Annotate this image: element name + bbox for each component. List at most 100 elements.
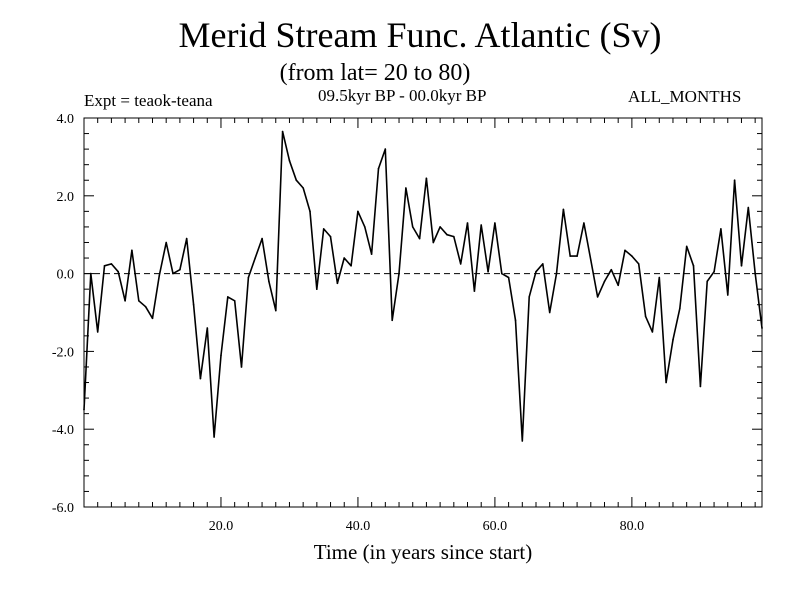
data-point [165, 241, 167, 244]
data-point [117, 270, 119, 273]
data-point [281, 130, 284, 133]
chart-title: Merid Stream Func. Atlantic (Sv) [178, 15, 662, 55]
y-tick-label: -2.0 [52, 345, 74, 360]
data-point [110, 263, 113, 265]
data-point [83, 409, 85, 411]
data-point [398, 272, 400, 275]
period-label: 09.5kyr BP - 00.0kyr BP [318, 86, 487, 105]
data-point [480, 224, 483, 226]
data-point [672, 338, 674, 341]
data-point [405, 187, 407, 189]
data-point [179, 268, 181, 271]
data-point [733, 179, 736, 181]
x-tick-label: 80.0 [620, 519, 645, 534]
data-point [199, 377, 202, 380]
data-point [370, 253, 373, 255]
data-point [569, 255, 571, 257]
data-point [233, 300, 236, 302]
data-point [761, 327, 763, 329]
data-point [418, 237, 421, 240]
data-point [521, 440, 524, 442]
data-point [562, 208, 565, 211]
data-point [384, 148, 387, 150]
data-point [247, 276, 250, 279]
data-point [329, 235, 332, 238]
x-tick-label: 40.0 [346, 519, 371, 534]
major-ticks [84, 117, 762, 508]
data-point [124, 300, 126, 302]
data-point [275, 309, 277, 312]
data-point [391, 319, 394, 322]
data-point [364, 226, 366, 228]
data-point [514, 319, 517, 322]
data-point [501, 272, 503, 275]
data-point [535, 270, 537, 273]
y-tick-label: -4.0 [52, 423, 74, 438]
data-point [617, 284, 619, 287]
data-point [220, 354, 222, 357]
data-point [596, 296, 599, 298]
data-point [343, 257, 346, 259]
data-point [261, 237, 263, 240]
data-point [487, 270, 489, 273]
data-point [350, 265, 352, 267]
y-tick-label: 2.0 [57, 190, 75, 205]
data-point [507, 276, 510, 279]
months-label: ALL_MONTHS [628, 87, 742, 106]
experiment-label: Expt = teaok-teana [84, 91, 213, 110]
x-tick-label: 60.0 [483, 519, 508, 534]
data-point [206, 327, 209, 329]
x-axis-label: Time (in years since start) [313, 540, 533, 564]
data-point [288, 160, 291, 162]
data-point [453, 235, 455, 238]
data-point [254, 257, 256, 259]
data-point [227, 296, 229, 298]
data-point [637, 263, 640, 265]
data-point [542, 263, 544, 265]
data-point [658, 276, 661, 279]
data-point [692, 265, 695, 267]
data-point [172, 272, 174, 275]
data-point [528, 296, 530, 298]
data-point [624, 249, 626, 252]
data-point [555, 272, 558, 275]
data-point [446, 233, 448, 236]
data-point [473, 290, 476, 292]
data-point [411, 226, 414, 228]
data-point [685, 245, 688, 248]
minor-ticks [84, 118, 762, 507]
data-point [651, 331, 654, 333]
data-point [103, 265, 106, 267]
data-point [316, 288, 318, 291]
series-line [83, 130, 763, 442]
plot-frame [83, 117, 763, 508]
data-point [610, 268, 613, 271]
y-tick-label: 0.0 [57, 268, 75, 283]
data-point [713, 270, 715, 273]
data-point [720, 228, 722, 230]
data-point [336, 282, 339, 285]
data-point [679, 307, 681, 310]
data-point [185, 237, 188, 240]
data-point [158, 274, 161, 277]
data-point [631, 255, 633, 257]
data-point [144, 305, 147, 308]
data-point [576, 255, 578, 257]
data-point [192, 303, 195, 306]
data-point [90, 272, 92, 275]
data-point [548, 311, 551, 314]
data-point [295, 179, 298, 181]
chart-subtitle: (from lat= 20 to 80) [279, 60, 471, 86]
data-point [494, 222, 496, 224]
data-point [740, 265, 743, 267]
data-point [432, 241, 435, 244]
data-point [466, 222, 469, 224]
data-points [83, 130, 763, 442]
data-point [322, 228, 325, 230]
tick-labels: 20.0 40.0 60.0 80.0 -6.0 -4.0 -2.0 0.0 2.0 4.0 [52, 112, 644, 534]
data-point [357, 210, 359, 213]
data-point [309, 210, 311, 213]
data-point [754, 272, 756, 275]
data-point [590, 259, 592, 261]
